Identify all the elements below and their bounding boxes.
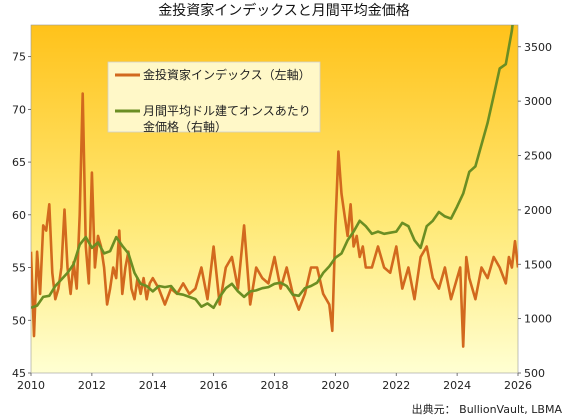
x-tick-label: 2020: [321, 379, 349, 392]
left-tick-label: 70: [12, 103, 26, 116]
legend-label-investor-index: 金投資家インデックス（左軸）: [143, 67, 311, 82]
left-tick-label: 55: [12, 262, 26, 275]
legend-label-gold-price-line2: 金価格（右軸）: [143, 119, 227, 134]
right-tick-label: 2500: [524, 150, 552, 163]
x-tick-label: 2026: [504, 379, 532, 392]
left-tick-label: 75: [12, 51, 26, 64]
legend-label-gold-price-line1: 月間平均ドル建てオンスあたり: [143, 104, 311, 118]
series-line-investor-index: [31, 92, 518, 348]
right-tick-label: 1500: [524, 258, 552, 271]
left-tick-label: 65: [12, 156, 26, 169]
legend: 金投資家インデックス（左軸） 月間平均ドル建てオンスあたり 金価格（右軸）: [107, 61, 321, 134]
right-tick-label: 1000: [524, 313, 552, 326]
x-axis: 2010 2012 2014 2016 2018 2020 2022 2024 2026: [17, 373, 532, 392]
x-tick-label: 2018: [261, 379, 289, 392]
left-axis: 45 50 55 60 65 70 75: [12, 51, 31, 380]
x-tick-label: 2024: [443, 379, 471, 392]
left-tick-label: 45: [12, 367, 26, 380]
x-tick-label: 2014: [139, 379, 167, 392]
right-tick-label: 2000: [524, 204, 552, 217]
x-tick-label: 2012: [78, 379, 106, 392]
source-note: 出典元： BullionVault, LBMA: [412, 402, 563, 416]
left-tick-label: 60: [12, 209, 26, 222]
right-axis: 500 1000 1500 2000 2500 3000 3500: [518, 41, 552, 380]
x-tick-label: 2016: [200, 379, 228, 392]
legend-box: [107, 61, 321, 133]
right-tick-label: 500: [524, 367, 545, 380]
x-tick-label: 2010: [17, 379, 45, 392]
series-line-gold-price: [31, 25, 514, 310]
x-tick-label: 2022: [382, 379, 410, 392]
right-tick-label: 3500: [524, 41, 552, 54]
left-tick-label: 50: [12, 314, 26, 327]
chart-title: 金投資家インデックスと月間平均金価格: [158, 2, 410, 19]
right-tick-label: 3000: [524, 95, 552, 108]
